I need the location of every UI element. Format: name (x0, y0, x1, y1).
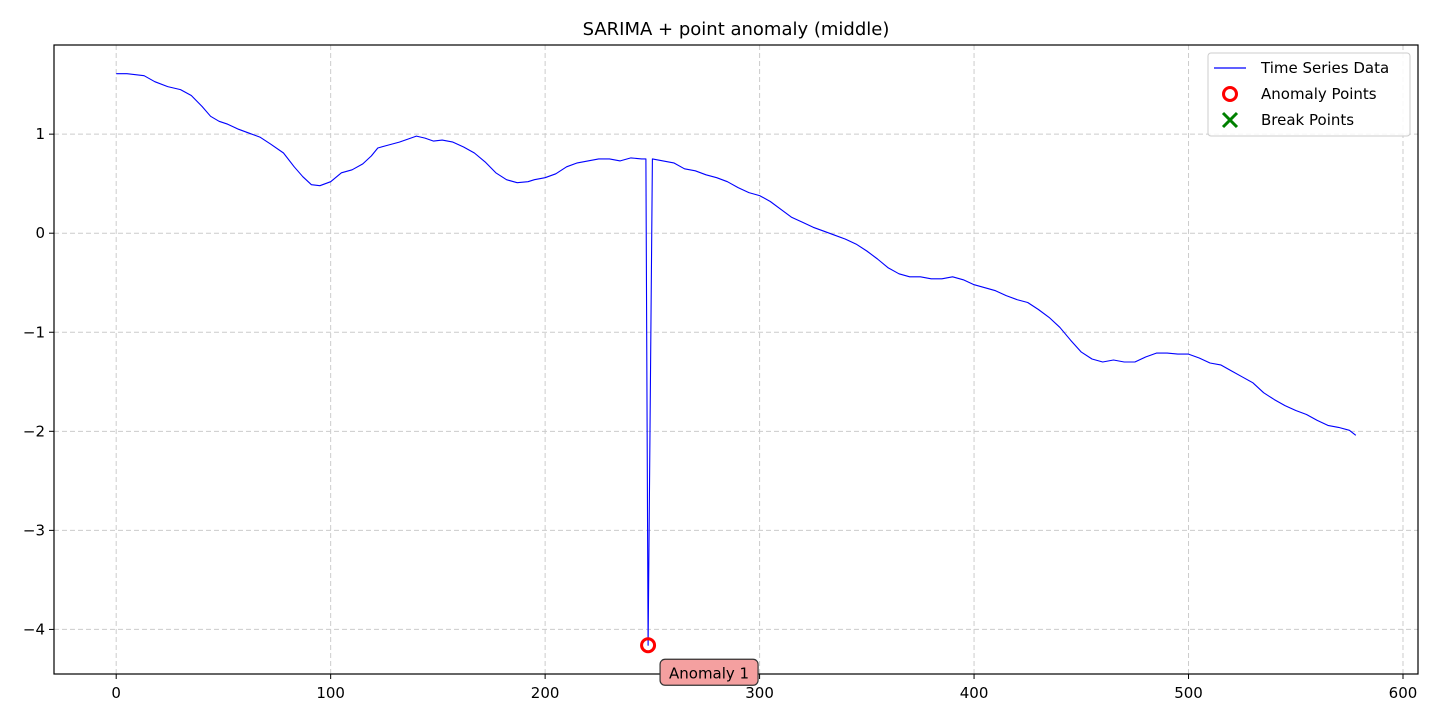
y-tick-label: −4 (23, 620, 45, 638)
x-tick-label: 300 (745, 684, 774, 702)
y-tick-label: 1 (35, 125, 45, 143)
y-tick-label: −3 (23, 521, 45, 539)
legend-box (1207, 52, 1411, 137)
x-tick-label: 600 (1389, 684, 1418, 702)
legend-label: Break Points (1261, 111, 1354, 129)
grid (54, 45, 1418, 674)
ticks: 0 100 200 300 400 500 600 1 0 −1 −2 −3 −4 (23, 125, 1417, 702)
series-line (116, 73, 1357, 646)
annotations: Anomaly 1 (659, 658, 759, 686)
y-tick-label: −1 (23, 323, 45, 341)
x-tick-label: 500 (1174, 684, 1203, 702)
legend: Time Series Data Anomaly Points Break Poin… (1207, 52, 1411, 137)
chart-title: SARIMA + point anomaly (middle) (583, 19, 890, 40)
x-tick-label: 400 (960, 684, 989, 702)
x-tick-label: 0 (111, 684, 121, 702)
x-tick-label: 100 (316, 684, 345, 702)
y-tick-label: −2 (23, 422, 45, 440)
legend-label: Time Series Data (1260, 59, 1389, 77)
legend-circle-swatch (1222, 86, 1238, 102)
y-tick-label: 0 (35, 224, 45, 242)
x-tick-label: 200 (531, 684, 560, 702)
anomaly-marker (640, 637, 657, 654)
legend-label: Anomaly Points (1261, 85, 1377, 103)
anomaly-label: Anomaly 1 (669, 664, 749, 682)
anomaly-label-box (659, 658, 759, 686)
plot-area (116, 73, 1357, 654)
legend-x-swatch (1221, 111, 1239, 129)
